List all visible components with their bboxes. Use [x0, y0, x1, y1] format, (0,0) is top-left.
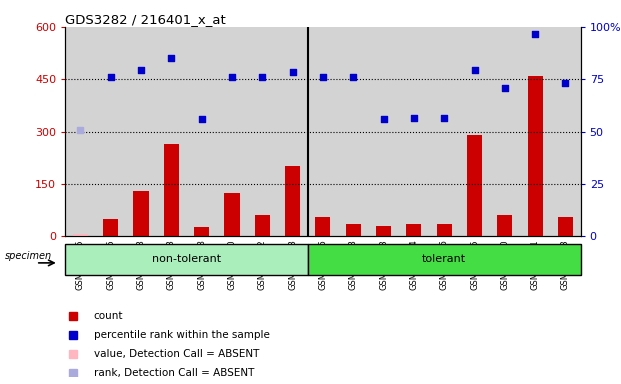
- Point: [288, 69, 297, 75]
- Bar: [103, 219, 118, 236]
- Text: specimen: specimen: [5, 250, 52, 260]
- Point: [439, 114, 449, 121]
- Bar: [376, 226, 391, 236]
- Point: [348, 74, 358, 81]
- Point: [500, 85, 510, 91]
- Bar: [406, 224, 422, 236]
- Bar: [308, 244, 581, 275]
- Point: [197, 116, 207, 122]
- Text: count: count: [94, 311, 123, 321]
- Point: [469, 68, 479, 74]
- Text: tolerant: tolerant: [422, 254, 466, 264]
- Bar: [285, 166, 300, 236]
- Point: [106, 74, 116, 81]
- Bar: [437, 224, 451, 236]
- Bar: [528, 76, 543, 236]
- Point: [227, 74, 237, 81]
- Point: [530, 31, 540, 37]
- Point: [136, 68, 146, 74]
- Bar: [164, 144, 179, 236]
- Point: [318, 74, 328, 81]
- Bar: [467, 135, 482, 236]
- Bar: [558, 217, 573, 236]
- Bar: [346, 224, 361, 236]
- Bar: [194, 227, 209, 236]
- Point: [75, 127, 85, 133]
- Bar: [65, 244, 308, 275]
- Text: rank, Detection Call = ABSENT: rank, Detection Call = ABSENT: [94, 368, 254, 378]
- Point: [409, 114, 419, 121]
- Bar: [224, 192, 240, 236]
- Text: percentile rank within the sample: percentile rank within the sample: [94, 331, 270, 341]
- Bar: [73, 234, 88, 236]
- Bar: [134, 191, 148, 236]
- Point: [257, 74, 267, 81]
- Bar: [315, 217, 330, 236]
- Text: non-tolerant: non-tolerant: [152, 254, 221, 264]
- Text: GDS3282 / 216401_x_at: GDS3282 / 216401_x_at: [65, 13, 226, 26]
- Text: value, Detection Call = ABSENT: value, Detection Call = ABSENT: [94, 349, 259, 359]
- Bar: [255, 215, 270, 236]
- Point: [561, 79, 571, 86]
- Point: [379, 116, 389, 122]
- Point: [166, 55, 176, 61]
- Bar: [497, 215, 512, 236]
